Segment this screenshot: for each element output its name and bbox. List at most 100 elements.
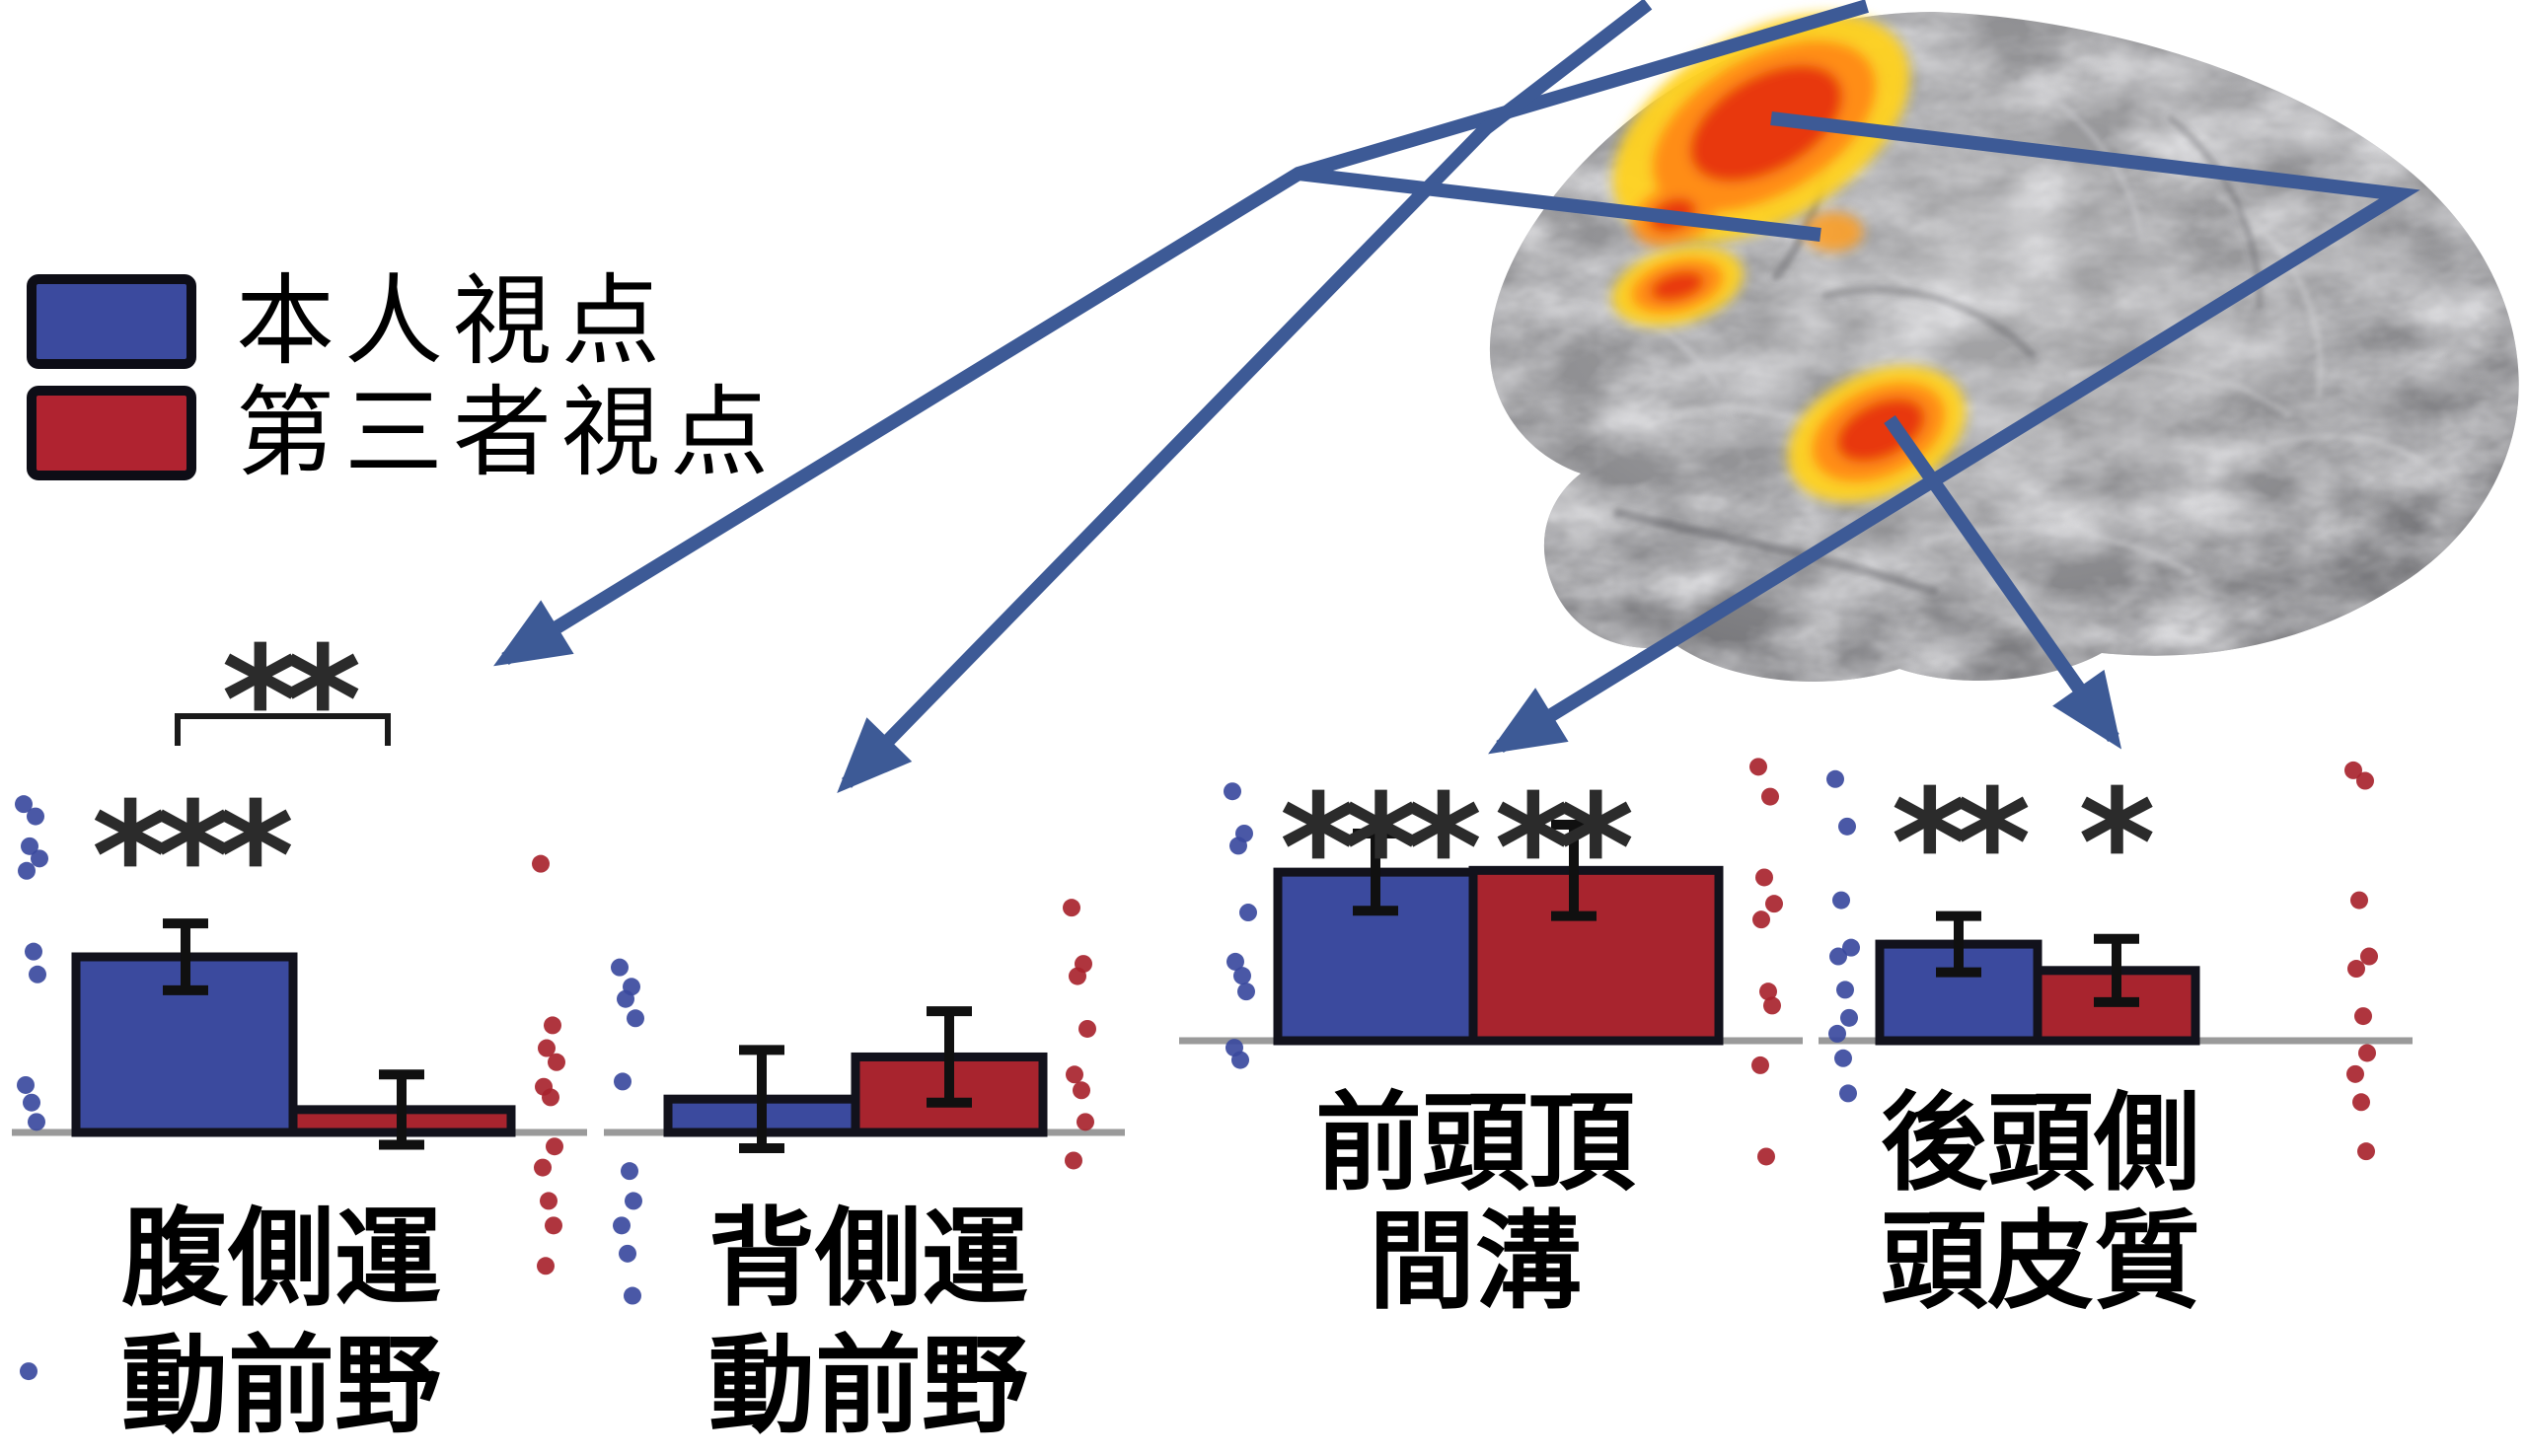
data-point: [2354, 1007, 2372, 1026]
data-point: [1065, 1151, 1082, 1170]
data-point: [1752, 910, 1770, 929]
data-point: [2356, 771, 2374, 790]
data-point: [18, 861, 36, 880]
data-point: [15, 795, 33, 814]
error-bar: [163, 918, 208, 995]
legend-label-first-person: 本人視点: [236, 263, 670, 379]
legend: 本人視点 第三者視点: [27, 263, 779, 497]
error-bar: [739, 1045, 784, 1154]
region-label: 腹側運: [121, 1198, 441, 1321]
error-bar: [2094, 933, 2139, 1007]
arrow-to-intraparietal-chart: [1488, 111, 2420, 755]
data-point: [1231, 1051, 1249, 1069]
error-bar: [927, 1006, 972, 1108]
data-point: [1063, 899, 1080, 917]
region-label: 後頭側: [1881, 1082, 2200, 1205]
data-point: [624, 1286, 641, 1305]
region-label: 背側運: [708, 1198, 1028, 1321]
data-point: [1226, 952, 1244, 971]
data-point: [1749, 758, 1767, 776]
data-point: [544, 1016, 561, 1035]
data-point: [2350, 891, 2368, 910]
data-point: [27, 807, 44, 826]
data-point: [1078, 1019, 1096, 1038]
data-point: [2357, 1142, 2375, 1161]
data-point: [23, 1093, 40, 1112]
brain-sulci: [1536, 35, 2450, 597]
data-point: [617, 989, 634, 1008]
region-label: 間溝: [1369, 1201, 1582, 1324]
data-point: [2344, 761, 2362, 779]
error-bar: [379, 1069, 424, 1150]
data-point: [1765, 895, 1783, 913]
data-point: [625, 1192, 642, 1210]
data-point: [1840, 1008, 1858, 1027]
data-point: [1832, 891, 1850, 910]
region-label: 頭皮質: [1881, 1201, 2200, 1324]
data-point: [25, 942, 42, 961]
data-point: [613, 1216, 631, 1235]
data-point: [546, 1137, 563, 1156]
region-label: 前頭頂: [1315, 1082, 1636, 1205]
data-point: [1755, 868, 1773, 887]
data-point: [31, 849, 48, 868]
data-point: [1839, 1084, 1857, 1103]
data-point: [2346, 1064, 2364, 1083]
third-person-bar: [1468, 865, 1724, 1046]
data-point: [1757, 1147, 1775, 1166]
data-point: [542, 1088, 559, 1107]
comparison-bracket: [175, 713, 391, 746]
significance-stars: ***: [1280, 764, 1480, 935]
data-point: [548, 1053, 565, 1071]
data-point: [619, 1244, 636, 1263]
region-label: 動前野: [121, 1325, 441, 1448]
data-point: [614, 1072, 632, 1091]
data-point: [1838, 817, 1856, 836]
data-point: [17, 1075, 35, 1094]
legend-swatch-third-person: [27, 386, 196, 480]
significance-stars: **: [1495, 764, 1632, 935]
data-point: [540, 1192, 557, 1210]
region-label: 動前野: [708, 1325, 1028, 1448]
error-bar: [1551, 820, 1597, 921]
legend-label-third-person: 第三者視点: [236, 375, 779, 490]
data-point: [1233, 967, 1251, 985]
activation-blob-premotor: [1611, 246, 1744, 327]
data-point: [627, 1009, 644, 1028]
data-point: [2358, 1044, 2376, 1062]
data-point: [1751, 1056, 1769, 1074]
data-point: [1237, 983, 1255, 1001]
data-point: [1229, 837, 1247, 855]
data-point: [1239, 904, 1257, 922]
data-point: [1828, 1024, 1846, 1043]
data-point: [1834, 1049, 1852, 1067]
data-point: [1836, 981, 1854, 999]
arrow-to-occipitotemporal-chart: [1884, 414, 2122, 750]
data-point: [1077, 1113, 1094, 1131]
data-point: [1826, 769, 1844, 788]
data-point: [621, 1162, 638, 1181]
data-point: [611, 958, 629, 977]
data-point: [532, 854, 550, 873]
data-point: [537, 1257, 555, 1275]
data-point: [1842, 938, 1860, 957]
data-point: [1829, 947, 1847, 966]
data-point: [21, 837, 38, 855]
leader-arrows: [493, 0, 2420, 794]
data-point: [2360, 947, 2378, 966]
arrow-to-dorsal-premotor-chart: [837, 0, 1653, 794]
data-point: [20, 1362, 37, 1381]
data-point: [534, 1158, 552, 1177]
activation-blob-parietal: [1612, 13, 1910, 252]
data-point: [545, 1216, 562, 1235]
data-point: [1073, 1081, 1090, 1100]
data-point: [29, 965, 46, 983]
data-point: [2347, 960, 2365, 979]
